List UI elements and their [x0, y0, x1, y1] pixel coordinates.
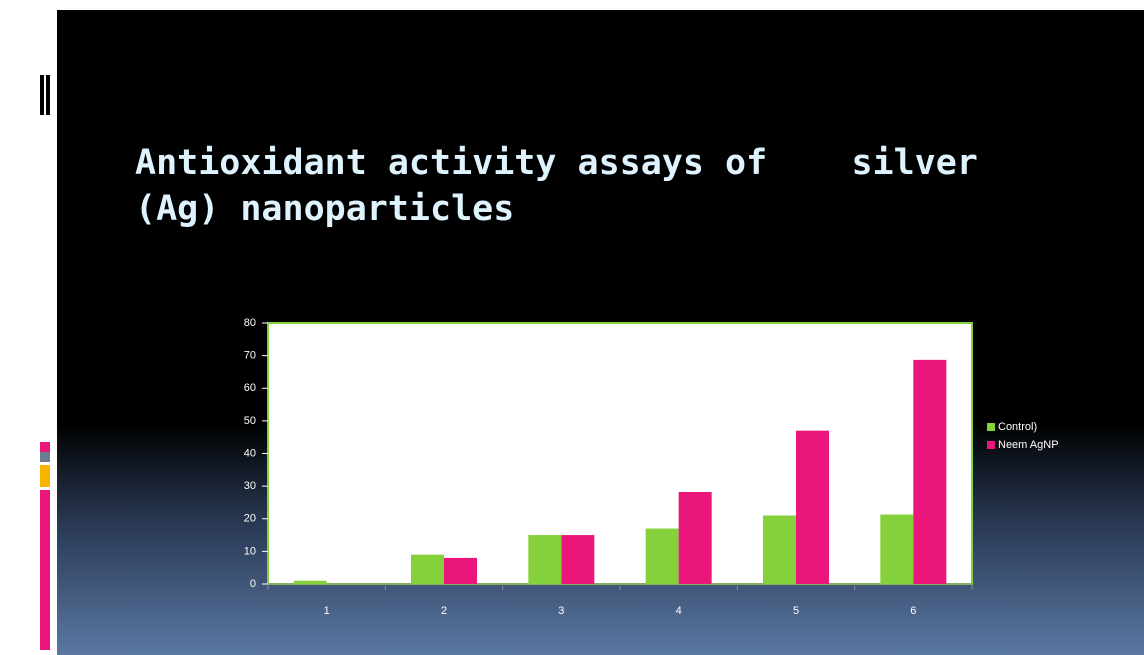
x-tick-label: 2 — [441, 605, 447, 617]
decor — [40, 490, 50, 650]
y-tick-label: 0 — [250, 578, 256, 590]
plot-area — [267, 322, 973, 585]
y-tick-label: 80 — [244, 317, 256, 329]
x-tick-label: 1 — [324, 605, 330, 617]
bar — [763, 515, 796, 584]
y-tick-label: 60 — [244, 382, 256, 394]
bar — [678, 491, 712, 584]
x-tick-label: 4 — [676, 605, 682, 617]
x-tick-label: 5 — [793, 605, 799, 617]
bar — [880, 514, 914, 584]
decor — [46, 75, 50, 115]
bar — [913, 359, 947, 584]
y-tick-label: 50 — [244, 415, 256, 427]
slide-title: Antioxidant activity assays of silver (A… — [135, 143, 999, 229]
y-tick-label: 40 — [244, 447, 256, 459]
legend-swatch — [987, 423, 995, 431]
y-tick-label: 30 — [244, 480, 256, 492]
decor — [40, 75, 44, 115]
legend-label: Control) — [998, 421, 1037, 433]
decor — [40, 442, 50, 452]
decor — [40, 465, 50, 487]
y-tick-label: 70 — [244, 350, 256, 362]
x-tick-label: 3 — [558, 605, 564, 617]
bar — [796, 430, 829, 584]
decor — [40, 452, 50, 462]
bar — [444, 557, 477, 584]
legend-label: Neem AgNP — [998, 439, 1059, 451]
y-tick-label: 20 — [244, 513, 256, 525]
bar — [293, 580, 327, 584]
bar — [411, 554, 444, 584]
bar — [528, 535, 562, 584]
bar — [561, 535, 595, 584]
bar — [645, 528, 679, 584]
y-tick-label: 10 — [244, 545, 256, 557]
legend-swatch — [987, 441, 995, 449]
x-tick-label: 6 — [910, 605, 916, 617]
